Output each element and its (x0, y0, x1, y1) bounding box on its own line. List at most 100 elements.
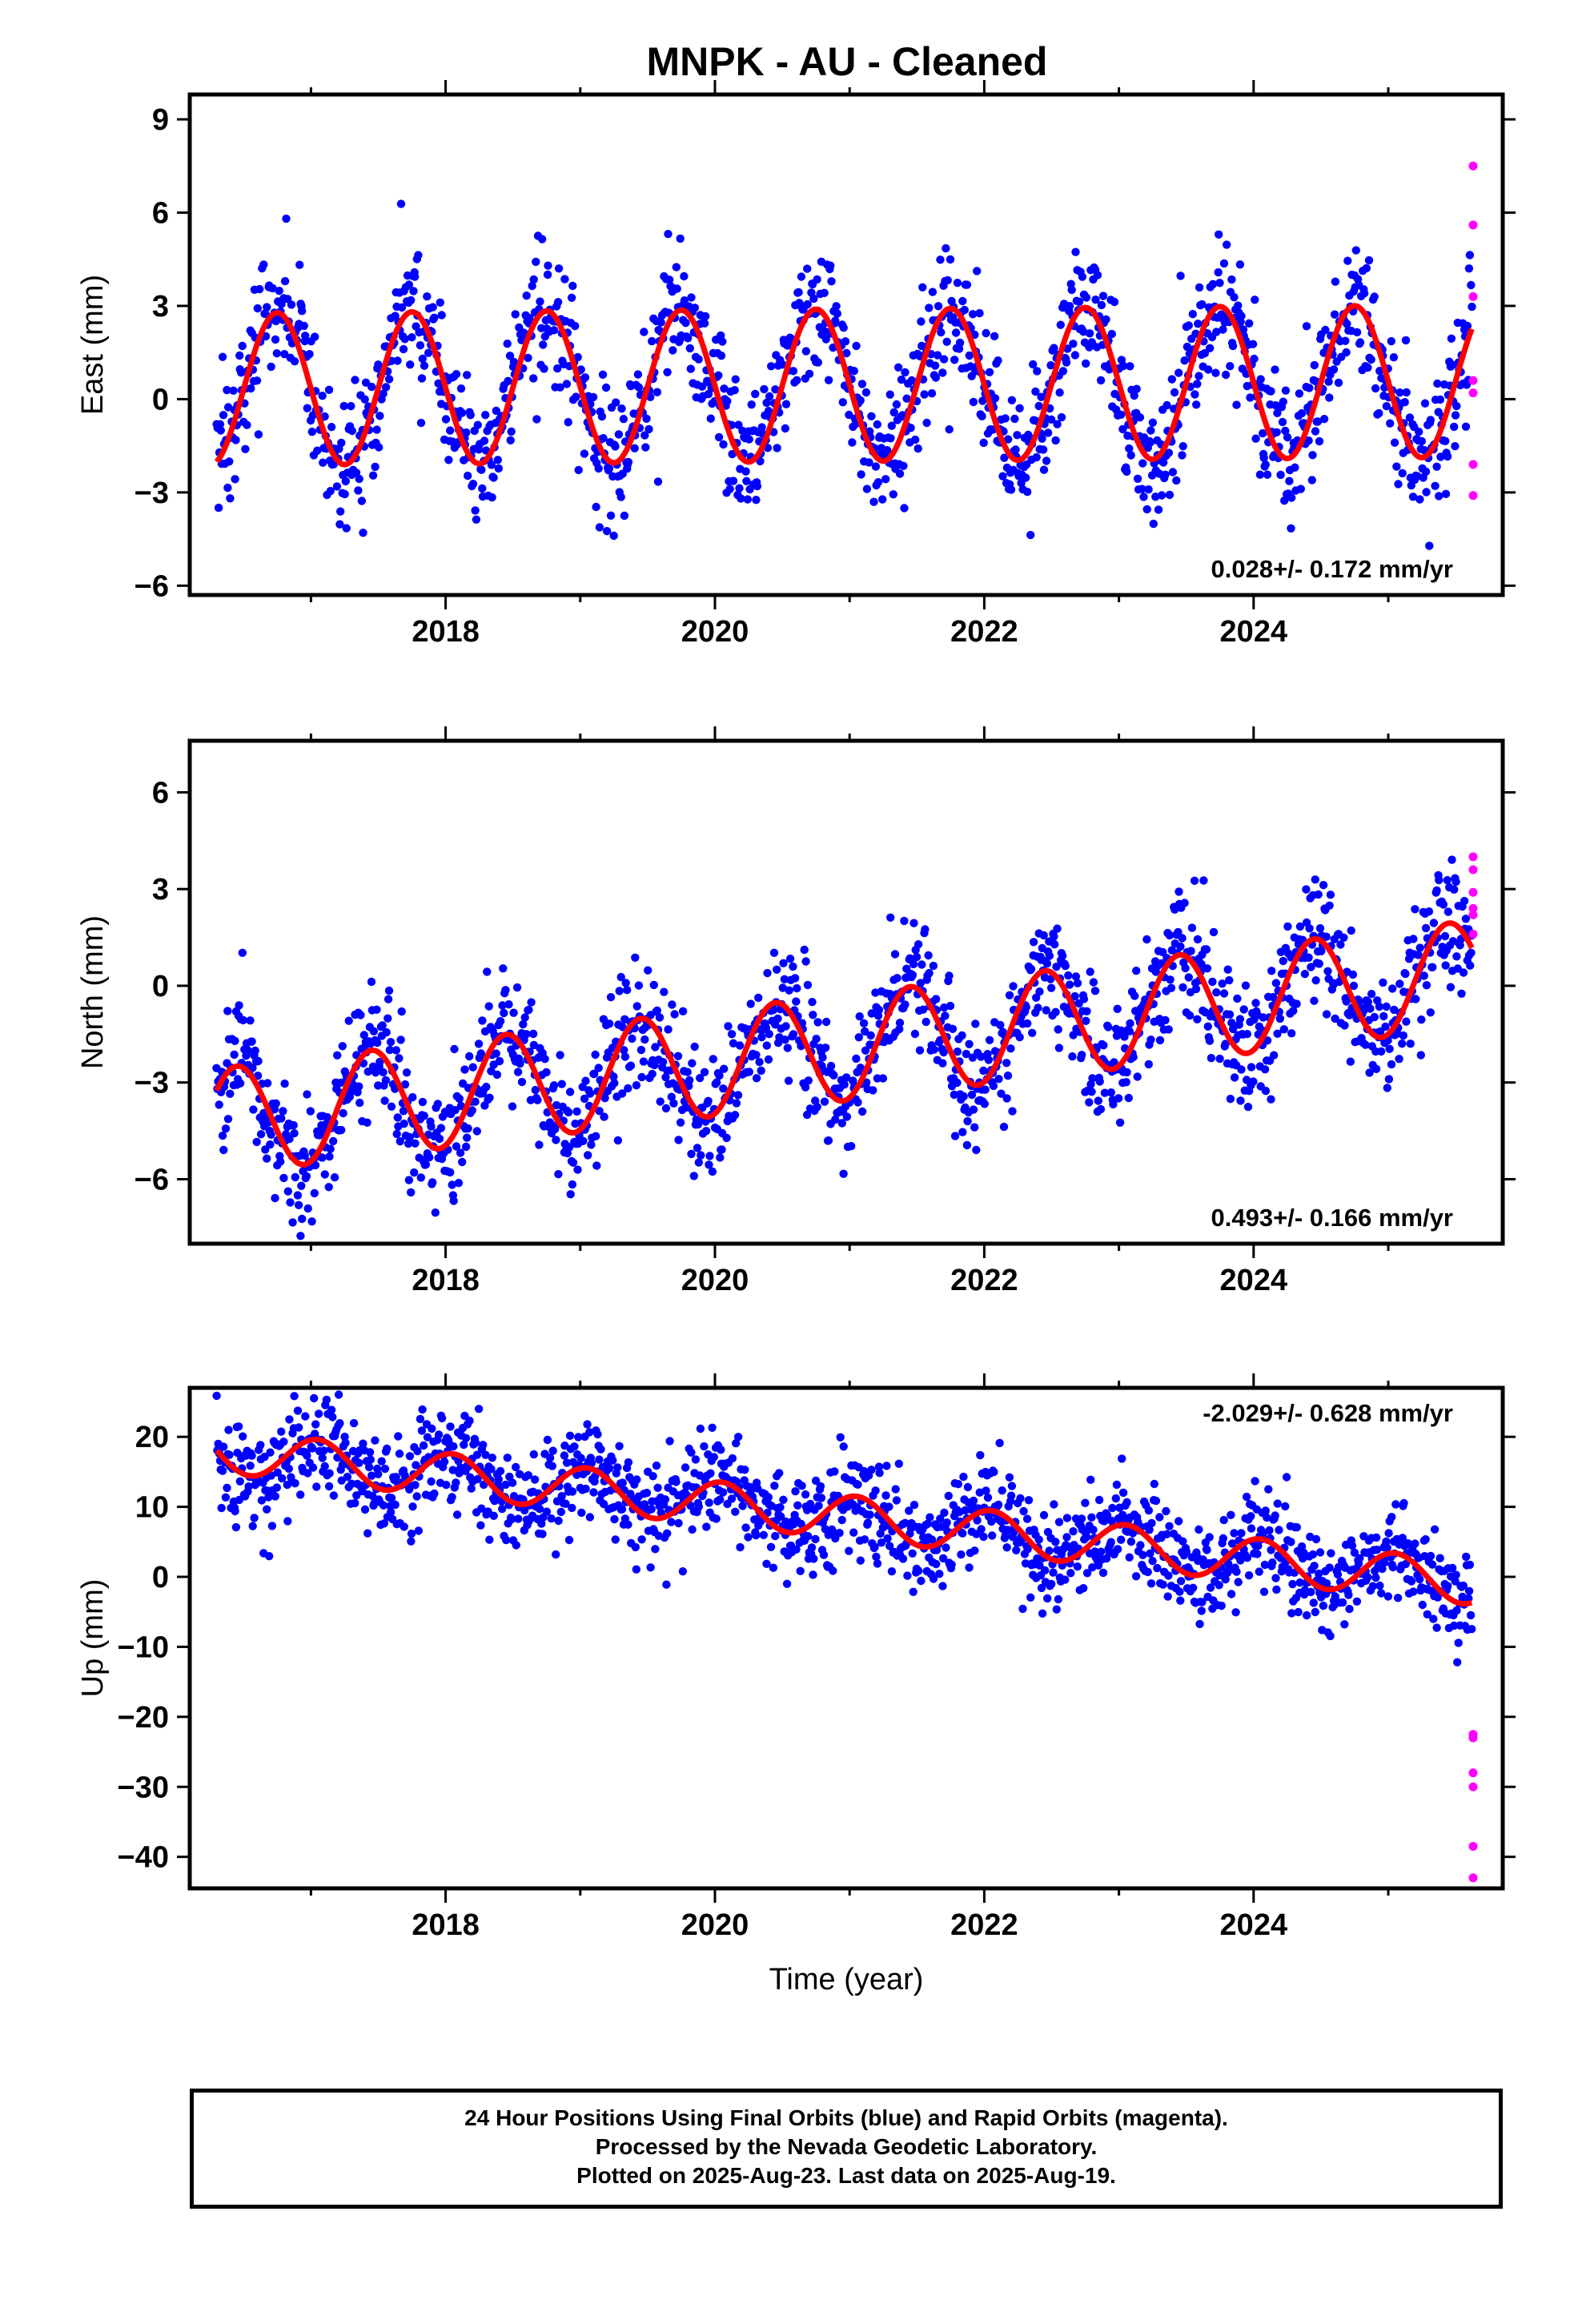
data-point (247, 1451, 256, 1460)
data-point (995, 1438, 1004, 1448)
data-point (326, 1144, 335, 1153)
north-model-curve (214, 920, 1475, 1168)
data-point (489, 473, 498, 482)
data-point (1082, 293, 1091, 302)
data-point (1379, 978, 1387, 987)
data-point (940, 1508, 949, 1518)
data-point (1035, 1561, 1044, 1570)
data-point (319, 1446, 328, 1455)
data-point (352, 1491, 361, 1500)
data-point (1400, 398, 1409, 407)
data-point (235, 351, 244, 360)
data-point (1122, 1068, 1131, 1077)
y-tick-label: −40 (118, 1841, 169, 1875)
data-point (865, 458, 873, 467)
data-point (293, 1406, 303, 1415)
data-point (716, 1495, 725, 1504)
data-point (1267, 1546, 1275, 1554)
data-point (1022, 1003, 1031, 1011)
y-tick-label: −6 (135, 1163, 169, 1196)
data-point (476, 1521, 485, 1530)
data-point (781, 1035, 789, 1044)
data-point (1161, 1015, 1170, 1025)
data-point (1144, 1506, 1154, 1515)
data-point (1058, 367, 1068, 376)
x-tick-label: 2020 (681, 1264, 749, 1297)
data-point (1144, 485, 1153, 494)
data-point (812, 1035, 821, 1043)
data-point (1326, 891, 1335, 899)
data-point (1023, 1019, 1032, 1028)
data-point (411, 1481, 420, 1490)
y-tick-label: 0 (152, 1561, 169, 1594)
data-point (785, 986, 793, 995)
data-point (605, 1464, 614, 1473)
data-point (1428, 963, 1437, 972)
data-point (468, 1063, 477, 1072)
data-point (437, 311, 446, 320)
data-point (1351, 246, 1361, 255)
data-point (824, 376, 833, 384)
data-point (272, 1483, 281, 1492)
data-point (218, 1131, 227, 1140)
data-point (672, 1478, 681, 1486)
data-point (723, 396, 732, 406)
data-point (380, 1096, 389, 1105)
data-point (1109, 1100, 1118, 1109)
data-point (416, 1173, 425, 1182)
data-point (1315, 1569, 1323, 1578)
data-point (1419, 445, 1428, 455)
data-point (384, 986, 394, 995)
data-point (427, 1477, 436, 1486)
data-point (472, 515, 481, 524)
data-point (796, 1566, 805, 1576)
data-point (1013, 431, 1022, 440)
data-point (492, 1070, 502, 1080)
data-point (913, 444, 922, 453)
data-point (291, 1479, 299, 1488)
data-point (1002, 1543, 1011, 1552)
data-point (1275, 1014, 1285, 1023)
data-point (1168, 468, 1178, 476)
data-point (586, 1089, 595, 1098)
data-point (553, 364, 562, 373)
data-point (1457, 989, 1466, 999)
data-point (267, 1522, 277, 1530)
data-point (1069, 1527, 1078, 1536)
data-point (1031, 387, 1040, 396)
data-point (1195, 283, 1204, 292)
data-point (336, 507, 345, 516)
data-point (277, 1427, 286, 1436)
data-point (892, 400, 901, 409)
data-point (324, 1183, 333, 1192)
east-plot-frame (187, 92, 1505, 597)
data-point (1254, 1542, 1263, 1550)
data-point (1088, 1074, 1097, 1083)
data-point (890, 950, 900, 959)
data-point (1294, 1607, 1303, 1617)
data-point (903, 1571, 912, 1580)
data-point (999, 1122, 1009, 1132)
data-point (700, 1068, 709, 1077)
data-point (1108, 1503, 1117, 1513)
data-point (310, 1393, 319, 1403)
data-point (592, 1132, 600, 1141)
data-point (990, 1467, 998, 1477)
data-point (1263, 470, 1272, 479)
data-point (1393, 1594, 1403, 1602)
data-point (264, 1493, 273, 1502)
data-point (741, 1523, 750, 1532)
data-point (395, 1449, 404, 1458)
data-point (365, 1448, 375, 1457)
data-point (1342, 348, 1351, 357)
data-point (1174, 1517, 1183, 1526)
caption-box: 24 Hour Positions Using Final Orbits (bl… (190, 2089, 1503, 2209)
data-point (994, 1500, 1003, 1510)
data-point (568, 1487, 577, 1496)
data-point (535, 1505, 544, 1514)
data-point (729, 1039, 738, 1048)
data-point (1431, 481, 1439, 490)
data-point (1395, 979, 1404, 988)
data-point (1415, 495, 1424, 504)
data-point (1193, 935, 1203, 944)
